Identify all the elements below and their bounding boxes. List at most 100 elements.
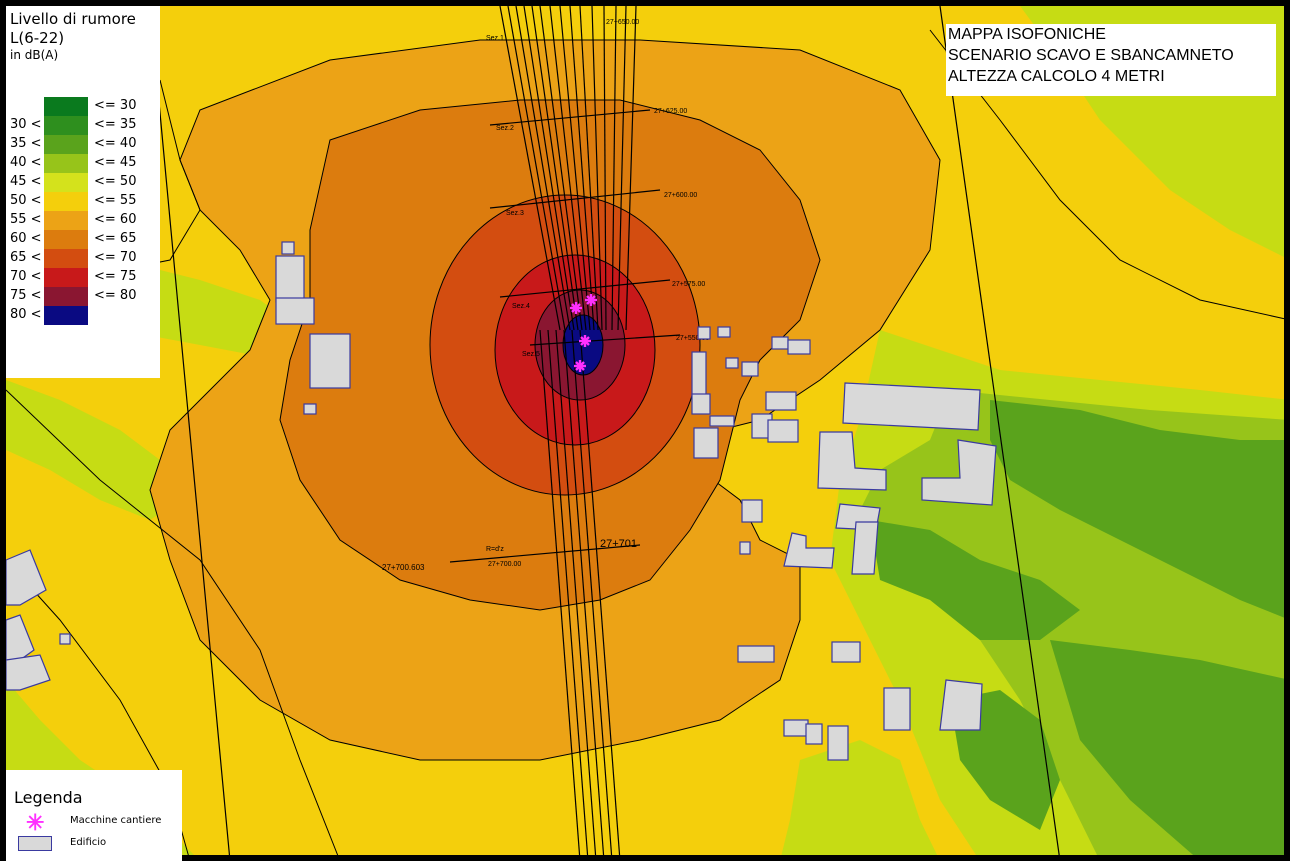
legend-level-row: <= 30 [6,97,160,116]
level-upper-bound: <= 35 [94,117,137,132]
zone-35-40-mid [870,520,1080,640]
building-icon [18,836,52,851]
machines [570,294,597,372]
machine-marker[interactable] [579,335,591,347]
legend-item-label: Edificio [70,837,107,848]
buildings [5,241,997,761]
level-lower-bound: 45 < [10,174,42,189]
level-lower-bound: 30 < [10,117,42,132]
legend-level-row: 65 < <= 70 [6,249,160,268]
building[interactable] [921,439,997,506]
building[interactable] [827,725,849,761]
level-upper-bound: <= 65 [94,231,137,246]
map-subtitle: SCENARIO SCAVO E SBANCAMNETO [948,47,1234,64]
building[interactable] [691,351,707,399]
legend-level-row: 30 < <= 35 [6,116,160,135]
chainage-label: 27+600.00 [664,192,697,199]
building[interactable] [805,723,823,745]
building[interactable] [5,549,47,606]
level-upper-bound: <= 40 [94,136,137,151]
legend-item-label: Macchine cantiere [70,815,162,826]
building[interactable] [303,403,317,415]
level-swatch [44,173,88,192]
building[interactable] [275,297,315,325]
building[interactable] [281,241,295,255]
legend-level-row: 50 < <= 55 [6,192,160,211]
zone-35-40-east [990,400,1290,620]
building[interactable] [717,326,731,338]
chainage-label: 27+700.603 [382,563,425,572]
machine-marker[interactable] [585,294,597,306]
legend-title: Livello di rumore [10,10,136,28]
legend-level-row: 55 < <= 60 [6,211,160,230]
building[interactable] [739,541,751,555]
legend-indicator: L(6-22) [10,29,65,47]
legend-item-machines: ✳ Macchine cantiere [16,810,182,835]
building[interactable] [831,641,861,663]
machine-marker[interactable] [570,302,582,314]
building[interactable] [709,415,735,427]
building[interactable] [693,427,719,459]
symbol-legend-title: Legenda [14,788,83,807]
building[interactable] [783,719,809,737]
level-upper-bound: <= 60 [94,212,137,227]
legend-level-row: 35 < <= 40 [6,135,160,154]
level-lower-bound: 70 < [10,269,42,284]
level-swatch [44,135,88,154]
legend-item-building: Edificio [16,834,182,854]
level-swatch [44,211,88,230]
zone-45-50-south [780,740,940,861]
building[interactable] [842,382,981,431]
building[interactable] [883,687,911,731]
legend-level-row: 40 < <= 45 [6,154,160,173]
building[interactable] [939,679,983,731]
ref-label: R=d'z [486,546,504,553]
isoline [929,29,1290,321]
level-lower-bound: 35 < [10,136,42,151]
building[interactable] [783,532,835,569]
building[interactable] [741,361,759,377]
building[interactable] [741,499,763,523]
level-swatch [44,192,88,211]
building[interactable] [771,336,789,350]
building[interactable] [765,391,797,411]
level-lower-bound: 65 < [10,250,42,265]
building[interactable] [737,645,775,663]
building[interactable] [851,521,879,575]
chainage-label: 27+625.00 [654,108,687,115]
building[interactable] [5,614,35,661]
building[interactable] [817,431,887,491]
building[interactable] [309,333,351,389]
level-lower-bound: 40 < [10,155,42,170]
noise-level-legend: Livello di rumore L(6-22) in dB(A) <= 30… [6,6,160,378]
building[interactable] [697,326,711,340]
map-height-note: ALTEZZA CALCOLO 4 METRI [948,68,1165,85]
chainage-label: 27+700.00 [488,561,521,568]
level-swatch [44,116,88,135]
building[interactable] [691,393,711,415]
level-upper-bound: <= 80 [94,288,137,303]
zone-45-50-sw [6,380,180,520]
level-swatch [44,154,88,173]
building[interactable] [725,357,739,369]
section-label: Sez.1 [486,35,504,42]
level-upper-bound: <= 75 [94,269,137,284]
building[interactable] [5,654,51,691]
level-lower-bound: 60 < [10,231,42,246]
legend-level-row: 80 < [6,306,160,325]
level-lower-bound: 75 < [10,288,42,303]
level-lower-bound: 50 < [10,193,42,208]
machine-marker[interactable] [574,360,586,372]
level-swatch [44,249,88,268]
building[interactable] [767,419,799,443]
building[interactable] [275,255,305,303]
section-label: Sez.2 [496,125,514,132]
building[interactable] [59,633,71,645]
level-swatch [44,97,88,116]
alignment-lines [149,5,1061,861]
chainage-label: 27+650.00 [606,19,639,26]
section-label: Sez.3 [506,210,524,217]
level-swatch [44,230,88,249]
building[interactable] [787,339,811,355]
